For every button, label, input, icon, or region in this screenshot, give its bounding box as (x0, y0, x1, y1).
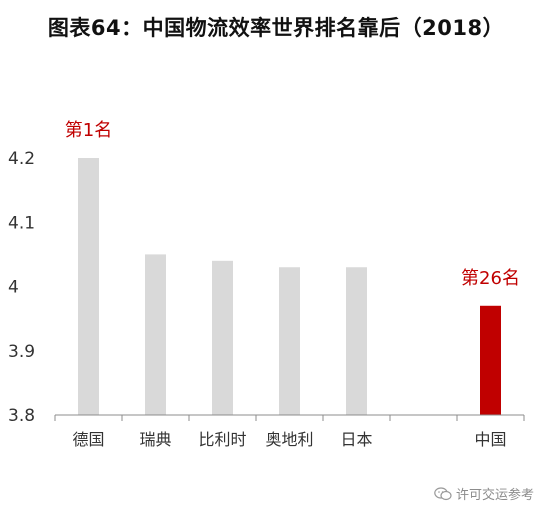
data-annotation: 第26名 (461, 268, 520, 289)
bar (145, 254, 166, 415)
watermark-text: 许可交运参考 (455, 488, 534, 503)
bar (480, 305, 501, 415)
x-tick-label: 中国 (474, 430, 506, 449)
x-tick-label: 比利时 (198, 430, 246, 449)
bar (279, 267, 300, 415)
y-tick-label: 3.8 (8, 406, 35, 426)
chart-title: 图表64：中国物流效率世界排名靠后（2018） (47, 16, 505, 40)
watermark: 许可交运参考 (434, 484, 534, 503)
x-tick-label: 瑞典 (139, 430, 171, 449)
y-tick-label: 4 (8, 278, 19, 298)
bar (212, 260, 233, 415)
wechat-icon (434, 486, 452, 500)
data-annotation: 第1名 (65, 120, 112, 141)
y-tick-label: 4.1 (8, 213, 35, 233)
bar (78, 158, 99, 415)
bar (346, 267, 367, 415)
x-tick-label: 日本 (340, 430, 372, 449)
y-tick-label: 4.2 (8, 149, 35, 169)
x-tick-label: 奥地利 (265, 430, 313, 449)
x-tick-label: 德国 (72, 430, 104, 449)
y-tick-label: 3.9 (8, 342, 35, 362)
